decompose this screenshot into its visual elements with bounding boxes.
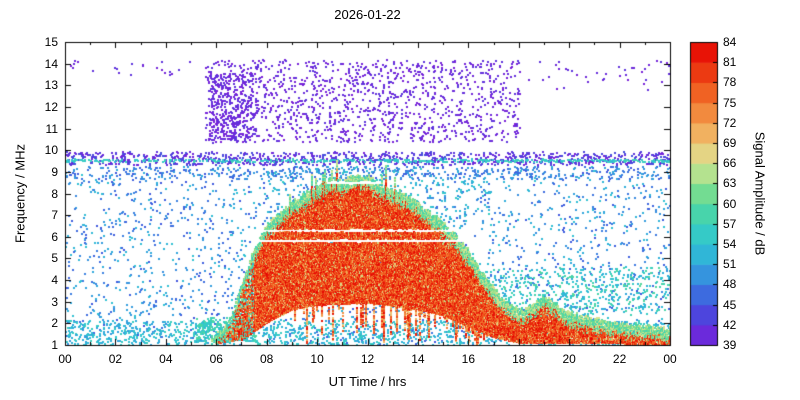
cb-tick-label: 39 (723, 338, 737, 352)
cb-tick-label: 72 (723, 115, 737, 130)
cb-tick-label: 51 (723, 257, 737, 272)
cb-tick-label: 69 (723, 136, 737, 150)
y-tick-label: 4 (51, 273, 58, 288)
cb-tick-label: 75 (723, 95, 737, 110)
y-tick-label: 14 (44, 56, 58, 71)
cb-tick-label: 42 (723, 317, 737, 332)
x-tick-label: 12 (360, 352, 375, 366)
y-tick-label: 8 (51, 186, 58, 201)
y-tick-label: 15 (44, 35, 58, 49)
chart-title: 2026-01-22 (334, 7, 401, 22)
x-tick-label: 16 (461, 352, 475, 366)
y-tick-label: 7 (51, 208, 58, 223)
y-tick-label: 11 (45, 121, 58, 136)
cb-tick-label: 57 (723, 216, 737, 231)
y-tick-label: 13 (44, 78, 58, 93)
y-tick-label: 5 (51, 251, 58, 266)
x-tick-label: 18 (512, 352, 526, 366)
x-tick-label: 02 (108, 352, 123, 366)
cb-tick-label: 84 (723, 35, 737, 49)
x-tick-label: 00 (58, 352, 72, 366)
colorbar-label: Signal Amplitude / dB (752, 131, 768, 256)
cb-tick-label: 78 (723, 75, 737, 90)
x-axis-label: UT Time / hrs (328, 374, 407, 389)
cb-tick-label: 54 (723, 237, 737, 251)
cb-tick-label: 66 (723, 156, 737, 171)
x-tick-label: 06 (209, 352, 223, 366)
y-tick-label: 1 (51, 338, 58, 352)
cb-tick-label: 45 (723, 297, 737, 312)
x-tick-label: 20 (562, 352, 576, 366)
x-tick-label: 08 (259, 352, 274, 366)
y-tick-label: 3 (51, 294, 58, 309)
y-tick-label: 9 (51, 164, 58, 179)
cb-tick-label: 81 (723, 55, 737, 70)
x-tick-label: 10 (310, 352, 324, 366)
x-tick-label: 00 (663, 352, 677, 366)
cb-tick-label: 63 (723, 176, 737, 191)
cb-tick-label: 60 (723, 196, 737, 211)
x-tick-label: 22 (612, 352, 627, 366)
cb-tick-label: 48 (723, 277, 737, 292)
y-tick-label: 2 (51, 316, 58, 331)
y-tick-label: 6 (51, 229, 58, 244)
x-tick-label: 04 (159, 352, 173, 366)
x-tick-label: 14 (411, 352, 425, 366)
y-tick-label: 10 (44, 143, 58, 158)
y-tick-label: 12 (44, 99, 58, 114)
